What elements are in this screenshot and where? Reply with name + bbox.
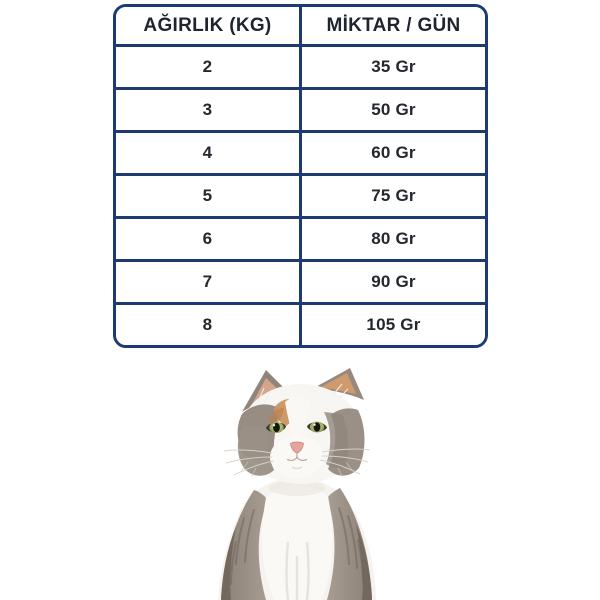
- amount-cell: 75 Gr: [299, 176, 485, 216]
- feeding-table: AĞIRLIK (KG) MİKTAR / GÜN 2 35 Gr 3 50 G…: [113, 4, 488, 348]
- table-row: 5 75 Gr: [116, 173, 485, 216]
- table-header-row: AĞIRLIK (KG) MİKTAR / GÜN: [116, 7, 485, 44]
- amount-cell: 35 Gr: [299, 47, 485, 87]
- weight-cell: 7: [116, 262, 299, 302]
- table-row: 3 50 Gr: [116, 87, 485, 130]
- cat-eyes: [266, 421, 327, 433]
- table-row: 2 35 Gr: [116, 44, 485, 87]
- amount-cell: 105 Gr: [299, 305, 485, 345]
- col-header-amount: MİKTAR / GÜN: [299, 7, 485, 44]
- weight-cell: 2: [116, 47, 299, 87]
- amount-cell: 90 Gr: [299, 262, 485, 302]
- weight-cell: 6: [116, 219, 299, 259]
- amount-cell: 80 Gr: [299, 219, 485, 259]
- weight-cell: 3: [116, 90, 299, 130]
- amount-cell: 50 Gr: [299, 90, 485, 130]
- weight-cell: 4: [116, 133, 299, 173]
- table-row: 8 105 Gr: [116, 302, 485, 345]
- weight-cell: 8: [116, 305, 299, 345]
- table-row: 4 60 Gr: [116, 130, 485, 173]
- col-header-weight: AĞIRLIK (KG): [116, 7, 299, 44]
- weight-cell: 5: [116, 176, 299, 216]
- table-row: 6 80 Gr: [116, 216, 485, 259]
- cat-photo: [218, 368, 376, 600]
- table-row: 7 90 Gr: [116, 259, 485, 302]
- amount-cell: 60 Gr: [299, 133, 485, 173]
